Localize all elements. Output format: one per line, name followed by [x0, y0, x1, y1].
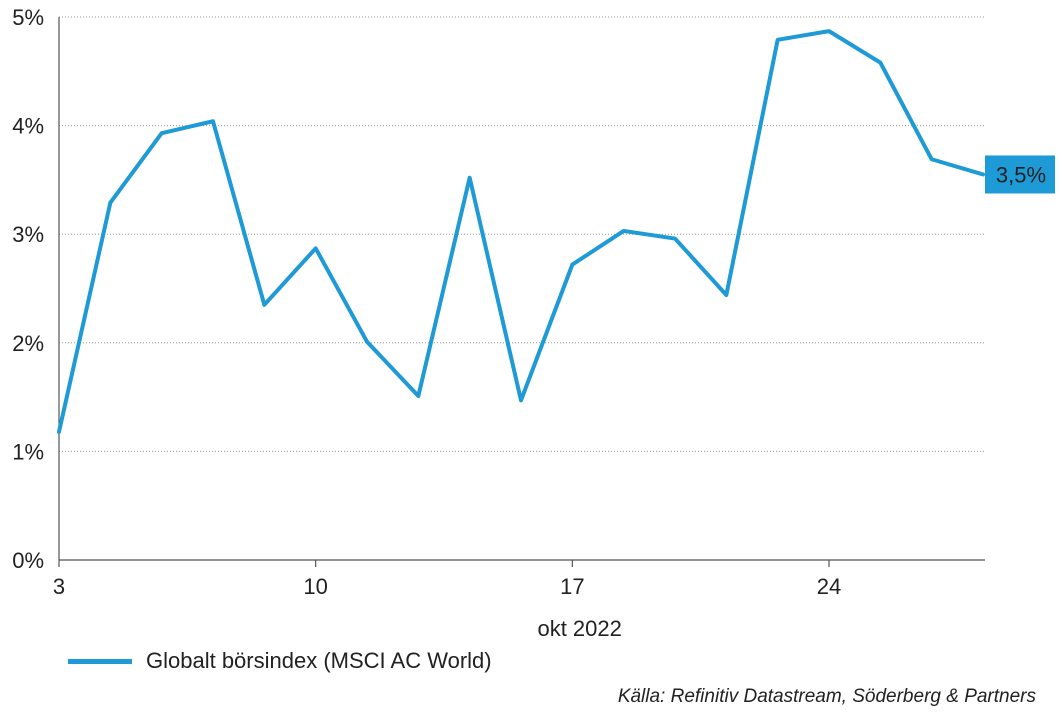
- source-note: Källa: Refinitiv Datastream, Söderberg &…: [617, 686, 1036, 707]
- y-tick-label: 1%: [12, 439, 44, 464]
- y-tick-label: 3%: [12, 222, 44, 247]
- x-tick-label: 10: [303, 574, 327, 599]
- legend: Globalt börsindex (MSCI AC World): [68, 648, 492, 674]
- legend-label: Globalt börsindex (MSCI AC World): [146, 648, 492, 673]
- y-tick-label: 0%: [12, 548, 44, 573]
- legend-swatch: [68, 658, 132, 664]
- end-label-box: [985, 155, 1055, 194]
- y-tick-label: 5%: [12, 5, 44, 30]
- x-tick-label: 17: [560, 574, 584, 599]
- x-tick-label: 24: [817, 574, 841, 599]
- series-line: [57, 29, 985, 434]
- x-axis-title: okt 2022: [537, 616, 621, 641]
- y-tick-label: 2%: [12, 331, 44, 356]
- y-tick-label: 4%: [12, 114, 44, 139]
- x-tick-label: 3: [53, 574, 65, 599]
- end-label: 3,5%: [996, 162, 1046, 187]
